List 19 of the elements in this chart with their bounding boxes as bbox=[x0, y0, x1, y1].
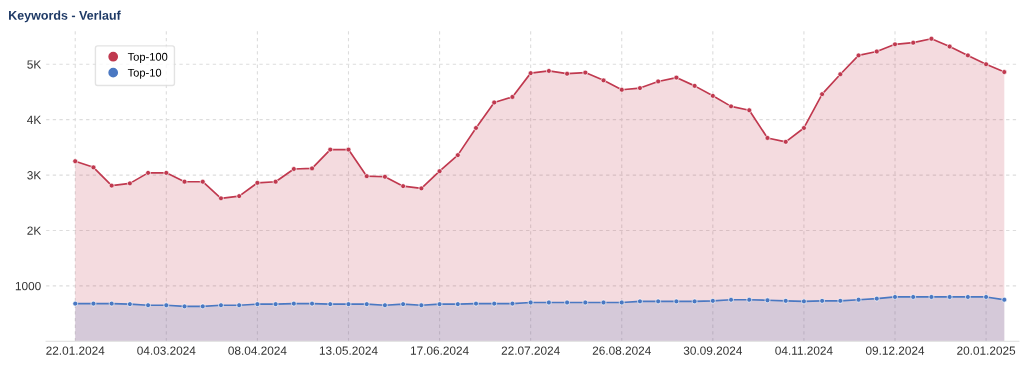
legend-label: Top-10 bbox=[127, 68, 162, 79]
y-tick-label: 4K bbox=[27, 115, 42, 124]
chart-title: Keywords - Verlauf bbox=[9, 10, 121, 23]
y-tick-label: 1000 bbox=[15, 281, 41, 291]
y-tick-label: 5K bbox=[27, 60, 42, 69]
x-tick-label: 22.07.2024 bbox=[501, 346, 560, 355]
x-tick-label: 22.01.2024 bbox=[46, 346, 105, 355]
x-tick-label: 20.01.2025 bbox=[957, 346, 1016, 355]
y-tick-label: 2K bbox=[27, 226, 42, 235]
x-tick-label: 26.08.2024 bbox=[592, 346, 651, 355]
x-tick-label: 04.11.2024 bbox=[775, 346, 833, 355]
x-tick-label: 08.04.2024 bbox=[228, 346, 287, 355]
legend-label: Top-100 bbox=[127, 52, 168, 63]
x-tick-label: 30.09.2024 bbox=[683, 346, 743, 355]
x-tick-label: 13.05.2024 bbox=[319, 346, 378, 355]
x-tick-label: 17.06.2024 bbox=[410, 346, 469, 355]
x-tick-label: 04.03.2024 bbox=[137, 346, 196, 355]
y-tick-label: 3K bbox=[27, 171, 42, 180]
x-tick-label: 09.12.2024 bbox=[865, 346, 925, 355]
